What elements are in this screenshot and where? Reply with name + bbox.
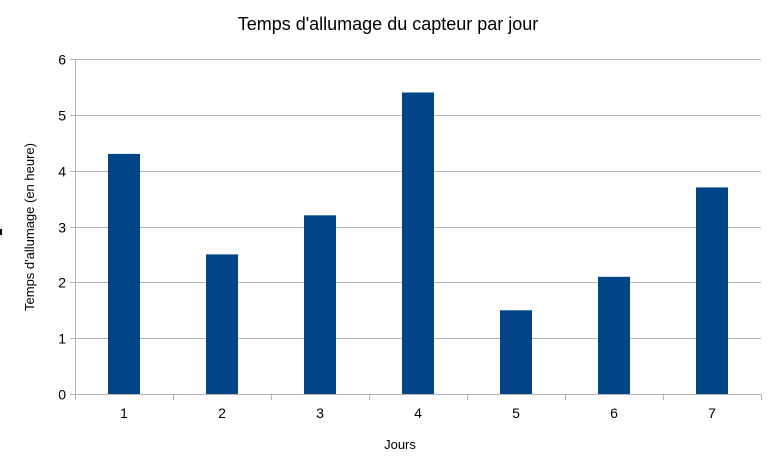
- bar-3: [304, 215, 336, 394]
- chart-title: Temps d'allumage du capteur par jour: [238, 14, 539, 34]
- x-tick-label: 6: [610, 405, 618, 421]
- y-axis-label: Temps d'allumage (en heure): [22, 143, 37, 311]
- x-tick-label: 2: [218, 405, 226, 421]
- x-tick-labels: 1 2 3 4 5 6 7: [120, 405, 716, 421]
- x-tick-label: 5: [512, 405, 520, 421]
- bar-1: [108, 153, 140, 394]
- bar-7: [696, 187, 728, 394]
- y-tick-label: 3: [58, 220, 66, 236]
- bar-5: [500, 310, 532, 395]
- y-tick-label: 5: [58, 108, 66, 124]
- bar-6: [598, 276, 630, 395]
- x-tick-label: 3: [316, 405, 324, 421]
- y-tick-label: 6: [58, 52, 66, 68]
- x-tick-label: 7: [708, 405, 716, 421]
- left-edge-marker: [0, 229, 2, 235]
- y-tick-labels: 0 1 2 3 4 5 6: [58, 52, 66, 403]
- bars: [108, 92, 728, 395]
- y-tick-label: 2: [58, 275, 66, 291]
- y-tick-label: 1: [58, 331, 66, 347]
- bar-2: [206, 254, 238, 394]
- axes: [70, 59, 762, 400]
- bar-4: [402, 92, 434, 394]
- x-axis-label: Jours: [384, 437, 416, 452]
- x-tick-label: 1: [120, 405, 128, 421]
- y-tick-label: 4: [58, 164, 66, 180]
- y-tick-label: 0: [58, 387, 66, 403]
- x-tick-label: 4: [414, 405, 422, 421]
